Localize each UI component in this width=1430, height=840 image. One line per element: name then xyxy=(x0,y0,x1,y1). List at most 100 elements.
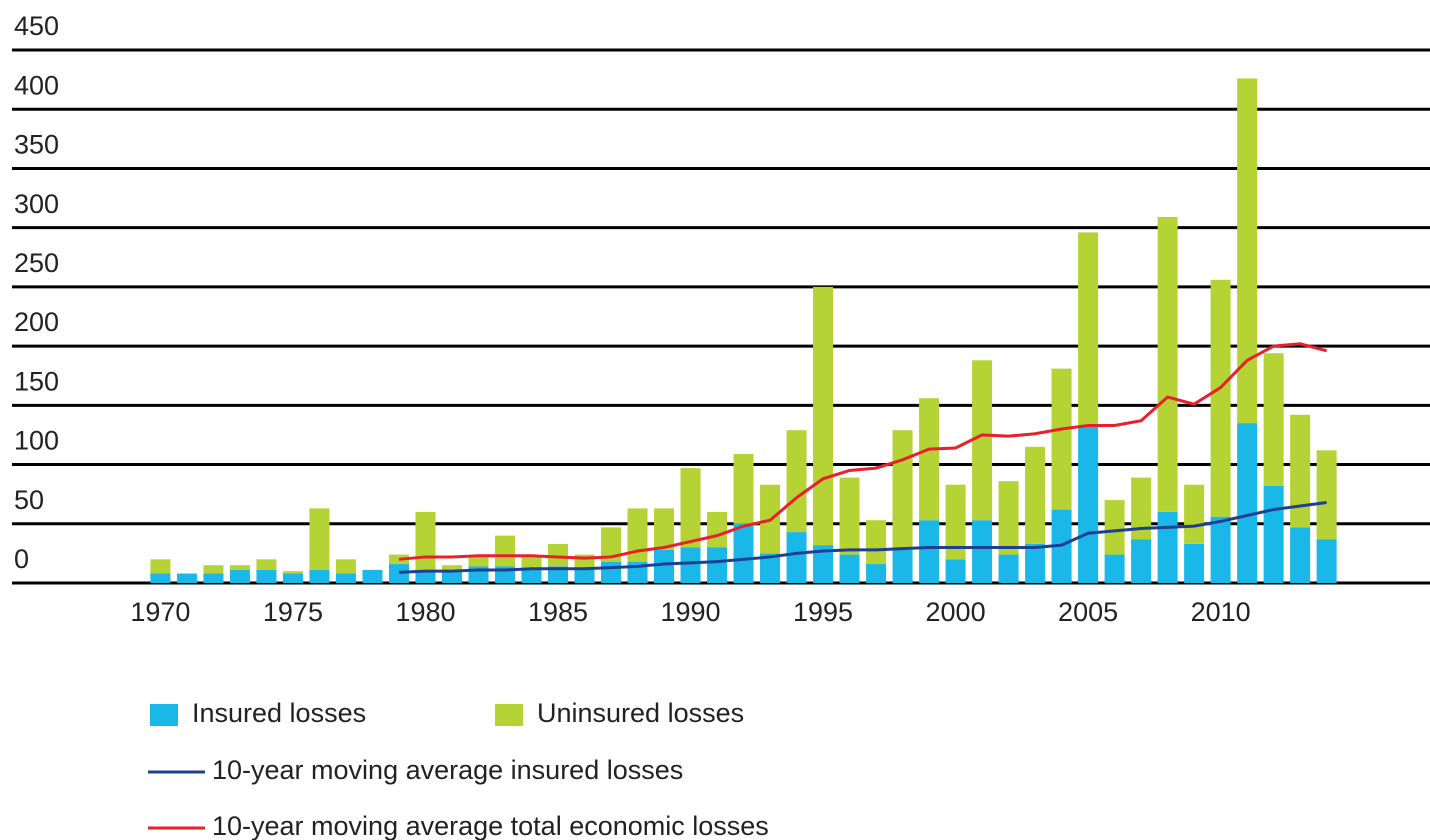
bar-segment xyxy=(229,565,250,570)
bar-segment xyxy=(309,569,330,583)
bar-segment xyxy=(547,566,568,583)
bar-segment xyxy=(468,556,489,567)
bar-segment xyxy=(786,532,807,583)
bar-segment xyxy=(1184,484,1205,544)
bar-segment xyxy=(150,573,171,583)
y-tick-label: 400 xyxy=(14,70,59,100)
bar-segment xyxy=(282,571,303,574)
bar-segment xyxy=(1078,426,1099,583)
bar-segment xyxy=(176,573,197,583)
x-tick-label: 1990 xyxy=(660,597,720,627)
bar-segment xyxy=(203,573,224,583)
bar-segment xyxy=(1316,450,1337,540)
bar-segment xyxy=(813,286,834,546)
bar-segment xyxy=(1290,414,1311,528)
bar-segment xyxy=(335,573,356,583)
bar-segment xyxy=(1263,485,1284,583)
legend-label: 10-year moving average insured losses xyxy=(212,755,683,785)
bar-segment xyxy=(388,564,409,583)
bar-segment xyxy=(1157,511,1178,583)
legend-label: Uninsured losses xyxy=(537,698,744,728)
bar-segment xyxy=(866,564,887,583)
bar-segment xyxy=(1263,353,1284,486)
legend-label: 10-year moving average total economic lo… xyxy=(212,811,769,840)
bar-segment xyxy=(547,543,568,567)
bar-segment xyxy=(680,547,701,583)
y-tick-label: 100 xyxy=(14,426,59,456)
bar-segment xyxy=(786,430,807,533)
bar-segment xyxy=(654,508,675,550)
bar-segment xyxy=(627,508,648,562)
bar-segment xyxy=(1237,423,1258,583)
bar-segment xyxy=(1078,232,1099,427)
y-tick-label: 150 xyxy=(14,366,59,396)
bar-segment xyxy=(760,553,781,583)
x-tick-label: 2010 xyxy=(1191,597,1251,627)
bar-segment xyxy=(415,569,436,583)
bar-segment xyxy=(335,559,356,574)
x-tick-label: 1995 xyxy=(793,597,853,627)
bar-segment xyxy=(1184,543,1205,583)
bar-segment xyxy=(866,520,887,565)
moving-average-line xyxy=(398,342,1328,561)
bar-segment xyxy=(309,508,330,570)
bar-segment xyxy=(733,523,754,583)
bar-segment xyxy=(601,561,622,583)
x-tick-label: 2005 xyxy=(1058,597,1118,627)
bar-segment xyxy=(919,520,940,583)
bar-segment xyxy=(1104,500,1125,555)
bar-segment xyxy=(945,559,966,583)
y-tick-label: 350 xyxy=(14,130,59,160)
bar-segment xyxy=(601,527,622,562)
bar-segment xyxy=(1237,78,1258,424)
y-tick-label: 200 xyxy=(14,307,59,337)
bar-segment xyxy=(1131,539,1152,583)
bar-segment xyxy=(1104,554,1125,583)
bar-segment xyxy=(1210,516,1231,583)
bar-segment xyxy=(256,569,277,583)
bar-segment xyxy=(521,555,542,569)
bar-segment xyxy=(892,549,913,583)
bar-segment xyxy=(229,569,250,583)
bar-segment xyxy=(654,549,675,583)
bar-segment xyxy=(441,569,462,583)
x-tick-label: 1980 xyxy=(395,597,455,627)
x-tick-label: 1985 xyxy=(528,597,588,627)
bar-segment xyxy=(1157,217,1178,512)
y-tick-label: 300 xyxy=(14,189,59,219)
bar-segment xyxy=(733,453,754,524)
legend-swatch xyxy=(495,704,523,726)
bar-segment xyxy=(972,360,993,521)
bar-segment xyxy=(362,569,383,583)
bar-segment xyxy=(839,477,860,555)
bar-segment xyxy=(521,568,542,583)
y-tick-label: 0 xyxy=(14,544,29,574)
bar-segment xyxy=(1210,279,1231,517)
bar-segment xyxy=(680,468,701,548)
legend-label: Insured losses xyxy=(192,698,366,728)
bar-segment xyxy=(998,554,1019,583)
bar-segment xyxy=(707,547,728,583)
bar-segment xyxy=(574,569,595,583)
bar-segment xyxy=(945,484,966,560)
bar-segment xyxy=(813,545,834,583)
bar-segment xyxy=(1131,477,1152,540)
y-tick-label: 250 xyxy=(14,248,59,278)
y-tick-label: 50 xyxy=(14,485,44,515)
bar-segment xyxy=(972,520,993,583)
bar-segment xyxy=(1051,368,1072,510)
moving-average-line xyxy=(398,500,1327,574)
x-tick-label: 1975 xyxy=(263,597,323,627)
x-tick-label: 2000 xyxy=(926,597,986,627)
bar-segment xyxy=(919,398,940,521)
bar-segment xyxy=(256,559,277,570)
bar-segment xyxy=(707,511,728,548)
bar-segment xyxy=(998,481,1019,555)
bar-segment xyxy=(441,565,462,570)
bar-segment xyxy=(1025,446,1046,544)
bar-segment xyxy=(839,554,860,583)
bar-segment xyxy=(150,559,171,574)
bar-segment xyxy=(1316,539,1337,583)
bar-segment xyxy=(282,573,303,583)
